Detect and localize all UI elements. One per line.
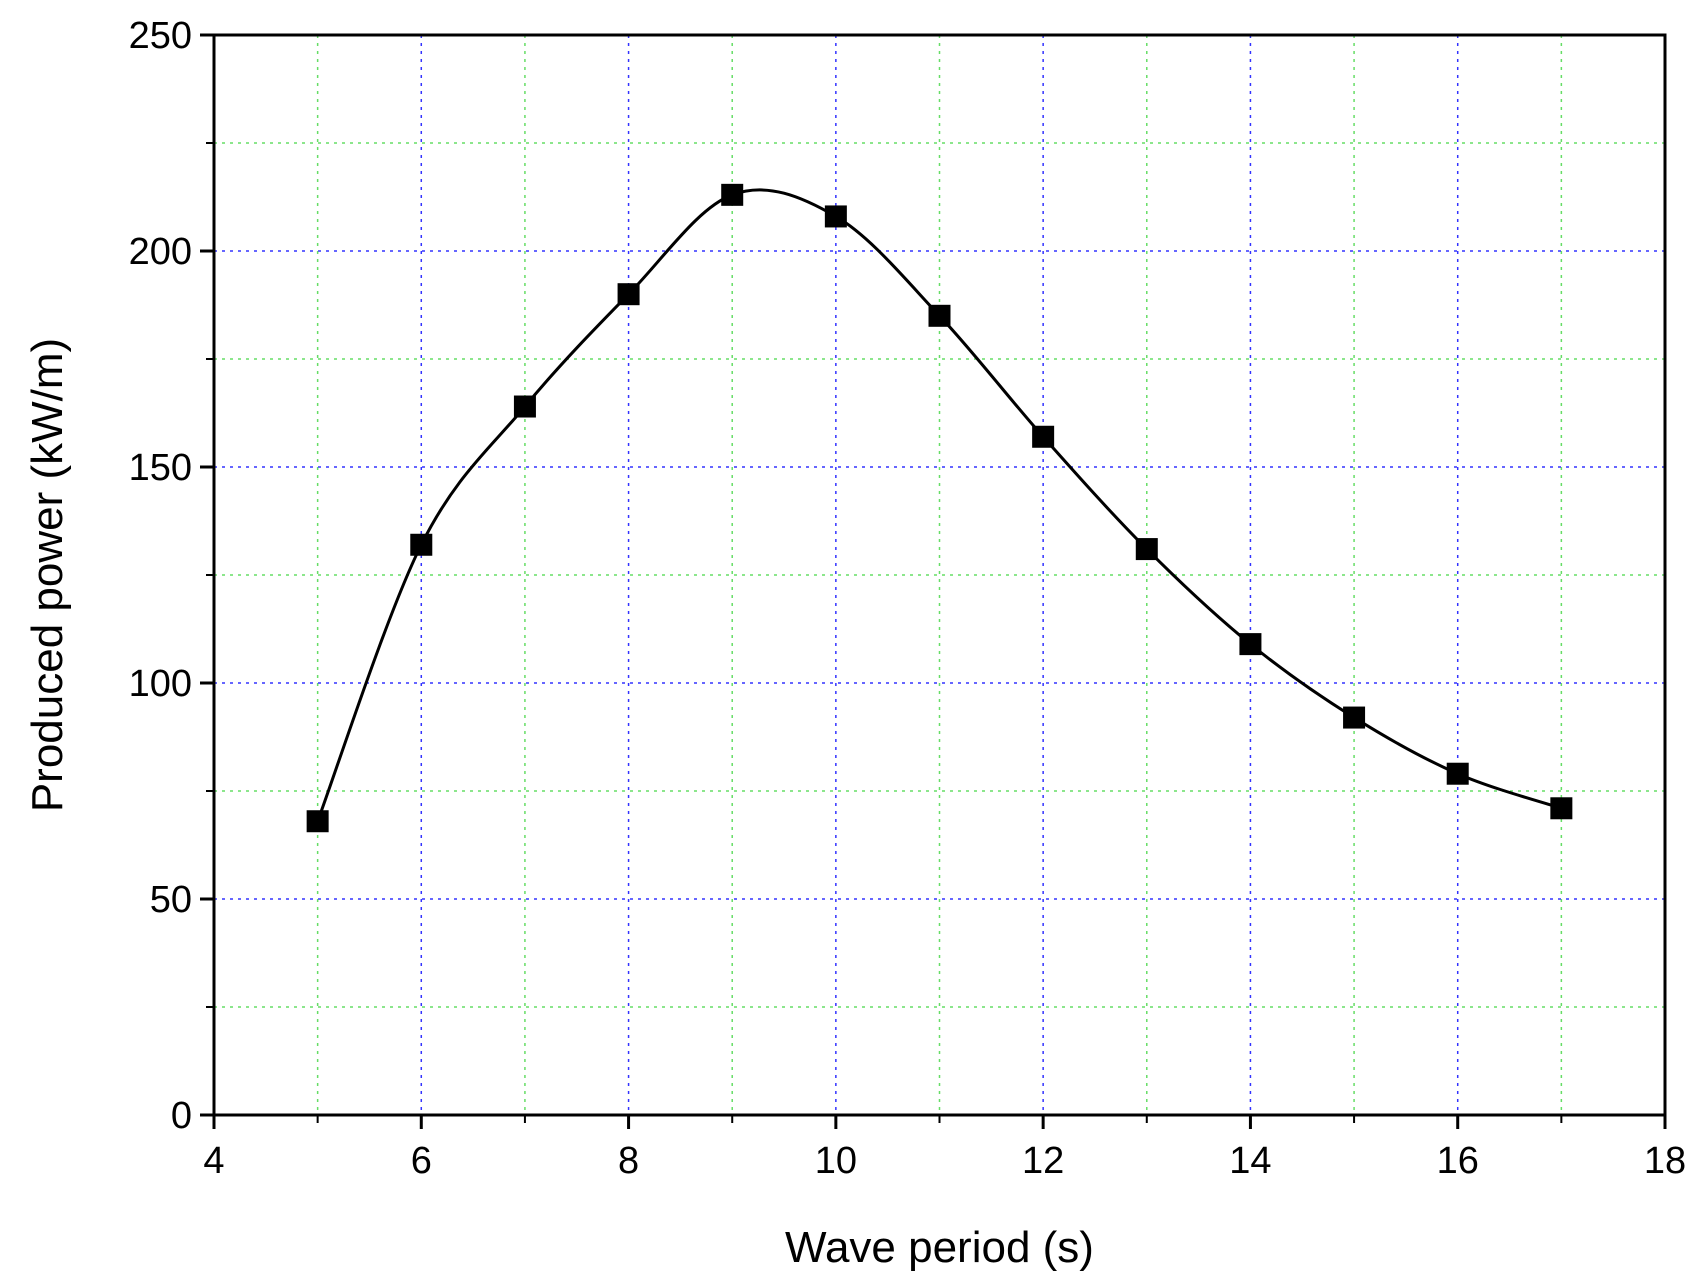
data-point-marker [410,533,433,556]
y-axis-title: Produced power (kW/m) [23,338,72,812]
data-point-marker [1550,797,1573,820]
data-point-marker [306,810,329,833]
x-tick-label: 6 [411,1140,432,1182]
x-axis-title: Wave period (s) [785,1223,1094,1272]
x-tick-label: 8 [618,1140,639,1182]
data-point-marker [617,283,640,306]
y-tick-label: 100 [129,663,192,705]
data-point-marker [1032,425,1055,448]
x-tick-label: 12 [1022,1140,1064,1182]
y-tick-label: 250 [129,15,192,57]
x-tick-label: 18 [1644,1140,1686,1182]
data-point-marker [1239,633,1262,656]
data-series [306,183,1573,833]
y-tick-label: 50 [150,879,192,921]
axis-ticks: 4 6 8 10 12 14 16 18 0 50 100 150 200 250 [129,15,1687,1182]
grid [214,35,1665,1115]
x-tick-label: 4 [203,1140,224,1182]
data-point-marker [513,395,536,418]
y-tick-label: 150 [129,447,192,489]
y-tick-label: 0 [171,1095,192,1137]
data-point-marker [824,205,847,228]
series-line [316,188,1562,822]
data-point-marker [1343,706,1366,729]
data-point-marker [928,304,951,327]
y-tick-label: 200 [129,231,192,273]
data-point-marker [1446,762,1469,785]
x-tick-label: 10 [815,1140,857,1182]
data-point-marker [1135,538,1158,561]
x-tick-label: 14 [1229,1140,1271,1182]
x-tick-label: 16 [1437,1140,1479,1182]
data-point-marker [721,183,744,206]
